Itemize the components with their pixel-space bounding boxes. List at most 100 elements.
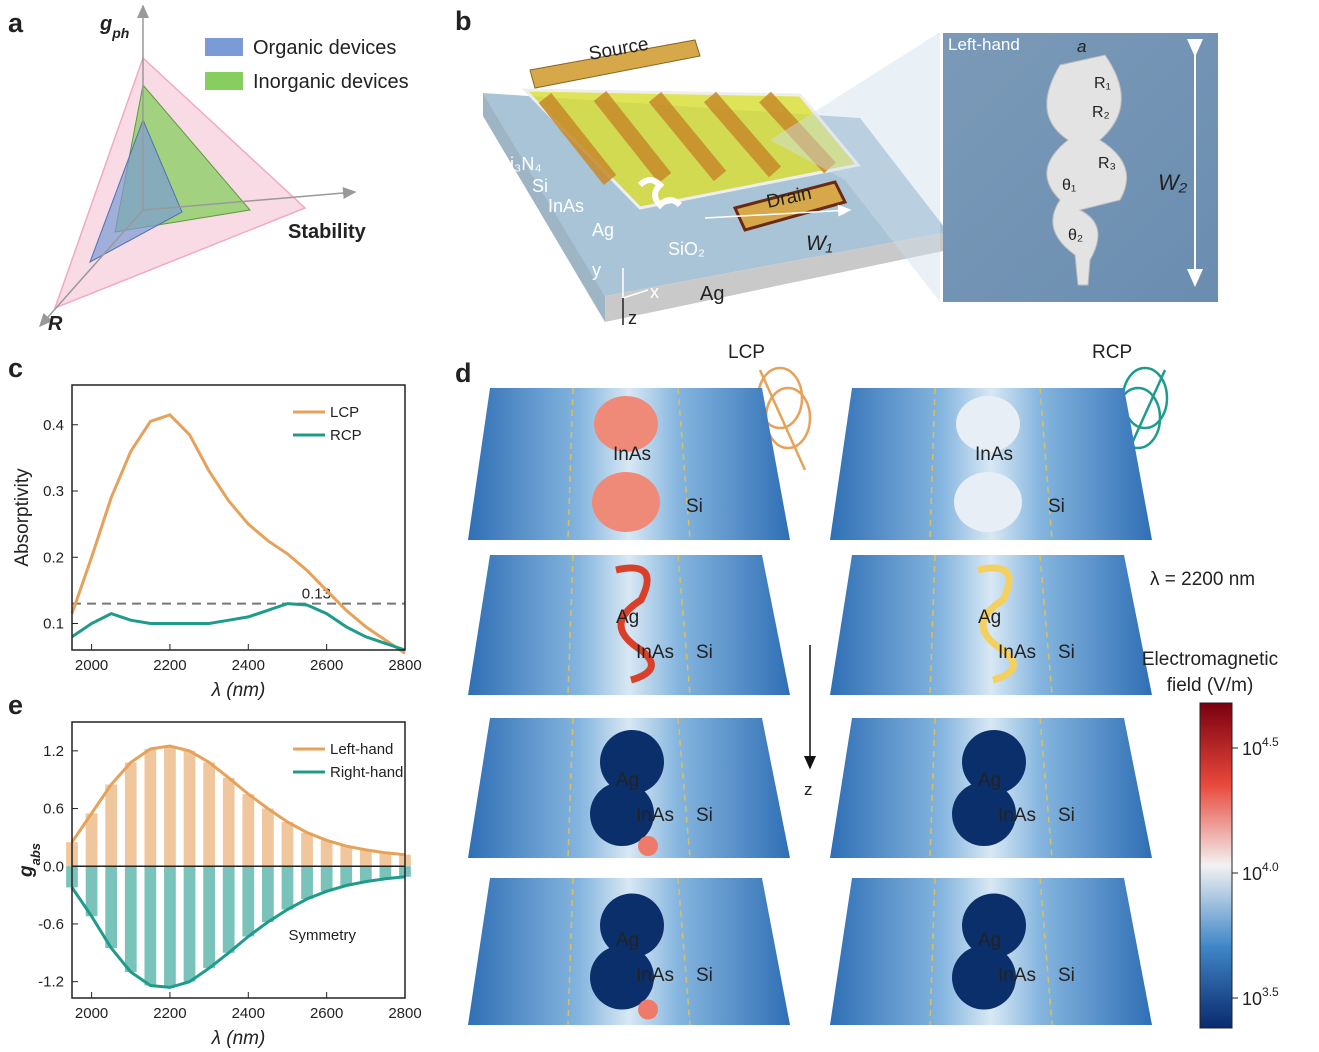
- legend-label: Right-hand: [330, 764, 403, 781]
- x-tick-label: 2200: [153, 1005, 186, 1022]
- bar: [380, 853, 392, 866]
- region-label: InAs: [998, 965, 1036, 986]
- y-tick-label: 0.4: [43, 417, 64, 434]
- x-tick-label: 2600: [310, 1005, 343, 1022]
- device-label: Ag: [700, 283, 724, 305]
- bar: [282, 866, 294, 909]
- y-tick-label: 0.1: [43, 616, 64, 633]
- bar: [262, 809, 274, 867]
- device-label: SiO₂: [668, 239, 705, 259]
- axis-label: R: [48, 313, 63, 335]
- y-tick-label: -1.2: [38, 974, 64, 991]
- hotspot: [638, 836, 658, 856]
- region-label: Ag: [616, 770, 639, 791]
- annotation: 0.13: [302, 586, 331, 603]
- inset-label: R₂: [1092, 104, 1110, 121]
- polarization-label: RCP: [1092, 342, 1132, 363]
- bar: [242, 794, 254, 866]
- symbol: g: [16, 865, 37, 878]
- annotation: Symmetry: [288, 927, 356, 944]
- bar: [242, 866, 254, 936]
- axis-label: Stability: [288, 221, 367, 243]
- region-label: Ag: [978, 607, 1001, 628]
- hotspot: [592, 472, 660, 532]
- region-label: Si: [1058, 965, 1075, 986]
- panel-label: e: [8, 690, 23, 720]
- inset-title: Left-hand: [948, 35, 1020, 54]
- axis-label: x: [650, 282, 659, 302]
- inset-label: R₃: [1098, 155, 1116, 172]
- x-tick-label: 2200: [153, 657, 186, 674]
- x-tick-label: 2400: [232, 657, 265, 674]
- region-label: InAs: [636, 805, 674, 826]
- colorbar-title: field (V/m): [1167, 675, 1254, 696]
- panel-label: b: [455, 6, 472, 36]
- bar: [144, 866, 156, 985]
- colorbar-title: Electromagnetic: [1142, 649, 1278, 670]
- bar: [125, 866, 137, 972]
- inset-label: θ₁: [1062, 177, 1076, 194]
- subscript: abs: [28, 843, 43, 865]
- exponent: 3.5: [1262, 985, 1279, 999]
- exponent: 4.0: [1262, 860, 1279, 874]
- legend-label: Inorganic devices: [253, 71, 409, 93]
- hotspot: [954, 472, 1022, 532]
- bar: [301, 866, 313, 899]
- x-tick-label: 2800: [388, 657, 421, 674]
- region-label: InAs: [636, 965, 674, 986]
- y-tick-label: 1.2: [43, 743, 64, 760]
- region-label: InAs: [998, 642, 1036, 663]
- panel-a: a gph Stability R Organic devicesInorgan…: [8, 6, 409, 335]
- legend-label: Left-hand: [330, 741, 393, 758]
- x-tick-label: 2400: [232, 1005, 265, 1022]
- axis-label: gph: [99, 13, 129, 41]
- region-label: Si: [1058, 805, 1075, 826]
- colorbar-tick-label: 103.5: [1242, 985, 1279, 1009]
- legend-label: LCP: [330, 404, 359, 421]
- region-label: InAs: [613, 444, 651, 465]
- plot-frame: [72, 385, 405, 650]
- bar: [321, 840, 333, 866]
- line: [72, 604, 405, 650]
- x-tick-label: 2600: [310, 657, 343, 674]
- depth-label: z: [804, 780, 813, 799]
- x-tick-label: 2800: [388, 1005, 421, 1022]
- bar: [125, 762, 137, 866]
- subscript: ph: [111, 25, 129, 41]
- inset-label: W₂: [1158, 170, 1188, 195]
- bar: [340, 866, 352, 885]
- figure: a gph Stability R Organic devicesInorgan…: [0, 0, 1319, 1052]
- x-axis-label: λ (nm): [211, 680, 266, 701]
- bar: [184, 751, 196, 866]
- inset-label: a: [1077, 37, 1086, 56]
- region-label: InAs: [636, 642, 674, 663]
- region-label: Si: [696, 965, 713, 986]
- panel-label: a: [8, 8, 24, 38]
- colorbar-tick-label: 104.5: [1242, 735, 1279, 759]
- bar: [262, 866, 274, 922]
- y-axis-label: gabs: [16, 843, 43, 878]
- bar: [164, 746, 176, 866]
- panel-label: c: [8, 353, 23, 383]
- colorbar-scale: [1200, 703, 1232, 1028]
- y-tick-label: 0.2: [43, 549, 64, 566]
- bar: [105, 866, 117, 948]
- wavelength-label: λ = 2200 nm: [1150, 569, 1255, 590]
- bar: [223, 778, 235, 866]
- bar: [360, 866, 372, 881]
- bar: [105, 785, 117, 867]
- bar: [223, 866, 235, 953]
- legend-swatch: [205, 38, 243, 56]
- axis-label: y: [592, 260, 601, 280]
- region-label: Si: [1058, 642, 1075, 663]
- symbol: g: [99, 13, 112, 35]
- colorbar-tick-label: 104.0: [1242, 860, 1279, 884]
- y-tick-label: -0.6: [38, 916, 64, 933]
- device-label: W₁: [806, 232, 833, 255]
- y-tick-label: 0.0: [43, 858, 64, 875]
- inset-label: θ₂: [1068, 227, 1083, 244]
- panel-label: d: [455, 358, 472, 388]
- y-axis-label: Absorptivity: [12, 468, 33, 567]
- panel-b: b Source Drain Si₃N₄ Si InAs Ag SiO₂ W₁ …: [455, 6, 1218, 328]
